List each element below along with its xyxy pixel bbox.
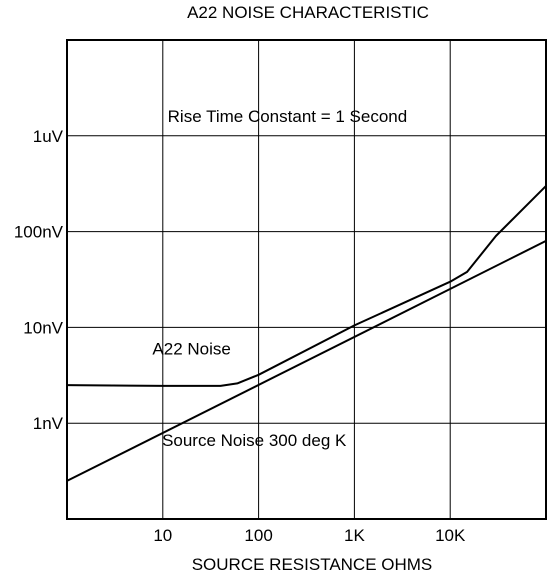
- series-lines: [66, 185, 547, 482]
- y-tick-labels: 1nV 10nV 100nV 1uV: [14, 127, 64, 433]
- grid-lines: [67, 40, 546, 519]
- y-tick-label: 1uV: [33, 127, 64, 146]
- chart-annotations: Rise Time Constant = 1 Second A22 Noise So…: [152, 107, 407, 450]
- x-tick-label: 1K: [344, 526, 365, 545]
- plot-frame: [66, 39, 547, 520]
- y-tick-label: 1nV: [33, 414, 64, 433]
- x-tick-labels: 10 100 1K 10K: [153, 526, 466, 545]
- annotation-label: A22 Noise: [152, 340, 230, 359]
- chart-title: A22 NOISE CHARACTERISTIC: [187, 3, 429, 22]
- y-tick-label: 100nV: [14, 223, 64, 242]
- series-line-a22-noise: [66, 185, 547, 387]
- x-tick-label: 100: [244, 526, 272, 545]
- annotation-label: Rise Time Constant = 1 Second: [168, 107, 408, 126]
- x-tick-label: 10K: [435, 526, 466, 545]
- y-tick-label: 10nV: [23, 318, 63, 337]
- series-line-source-noise-300-deg-k: [66, 240, 547, 482]
- x-axis-label: SOURCE RESISTANCE OHMS: [192, 555, 433, 574]
- annotation-label: Source Noise 300 deg K: [162, 431, 347, 450]
- x-tick-label: 10: [153, 526, 172, 545]
